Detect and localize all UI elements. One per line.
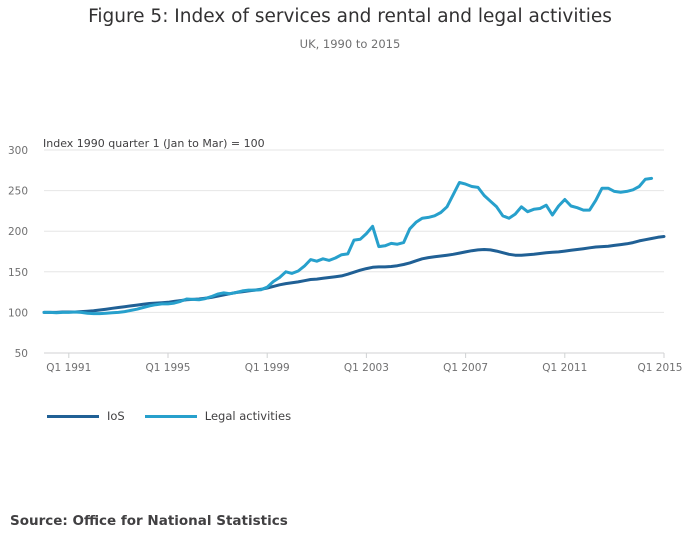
y-tick-label: 250 — [8, 186, 28, 198]
x-axis-ticks: Q1 1991 Q1 1995 Q1 1999 Q1 2003 Q1 2007 Q1 20… — [46, 353, 683, 374]
y-tick-label: 50 — [15, 348, 28, 360]
legend-item-legal[interactable]: Legal activities — [144, 409, 292, 423]
y-tick-label: 300 — [8, 145, 28, 157]
y-tick-label: 150 — [8, 267, 28, 279]
legend-label-legal: Legal activities — [204, 409, 292, 423]
series-line-legal-activities — [42, 176, 654, 316]
series-line-ios — [42, 235, 666, 314]
y-axis-label: Index 1990 quarter 1 (Jan to Mar) = 100 — [43, 137, 265, 150]
x-tick-label: Q1 2003 — [344, 362, 389, 374]
x-tick-label: Q1 2015 — [637, 362, 682, 374]
legend-swatch-legal — [144, 414, 197, 418]
x-tick-label: Q1 2007 — [443, 362, 488, 374]
x-tick-label: Q1 2011 — [542, 362, 587, 374]
gridlines — [44, 149, 664, 313]
legend-item-ios[interactable]: IoS — [47, 409, 125, 423]
y-tick-label: 100 — [8, 307, 28, 319]
series-lines — [42, 176, 666, 316]
legend-swatch-ios — [47, 414, 99, 418]
legend-label-ios: IoS — [107, 409, 125, 423]
y-axis-ticks: 50 100 150 200 250 300 — [8, 145, 28, 360]
chart-subtitle: UK, 1990 to 2015 — [299, 37, 401, 51]
x-tick-label: Q1 1999 — [245, 362, 290, 374]
legend: IoS Legal activities — [47, 409, 291, 423]
chart-title: Figure 5: Index of services and rental a… — [88, 6, 612, 27]
x-tick-label: Q1 1991 — [46, 362, 91, 374]
y-tick-label: 200 — [8, 226, 28, 238]
source-note: Source: Office for National Statistics — [10, 513, 288, 529]
x-tick-label: Q1 1995 — [145, 362, 190, 374]
